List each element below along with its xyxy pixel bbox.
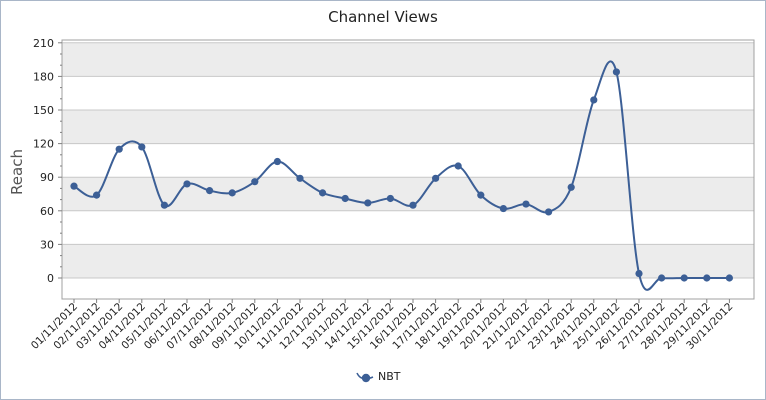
data-point[interactable]: [319, 189, 327, 197]
y-tick-label: 0: [47, 272, 54, 285]
data-point[interactable]: [251, 178, 259, 186]
grid-band: [62, 244, 754, 278]
data-point[interactable]: [341, 194, 349, 203]
data-point[interactable]: [386, 194, 394, 203]
data-point[interactable]: [680, 274, 688, 282]
plot-border: [61, 39, 755, 300]
data-point[interactable]: [93, 191, 101, 199]
data-point[interactable]: [273, 157, 281, 166]
data-point[interactable]: [364, 199, 372, 207]
y-tick-label: 150: [33, 104, 54, 117]
data-point[interactable]: [432, 174, 440, 182]
data-point[interactable]: [183, 180, 191, 188]
y-tick-label: 60: [40, 205, 54, 218]
y-tick-label: 90: [40, 171, 54, 184]
data-point[interactable]: [522, 200, 530, 208]
data-point[interactable]: [703, 274, 711, 282]
legend-marker-icon: [356, 372, 374, 382]
data-point[interactable]: [409, 201, 417, 209]
y-tick-label: 210: [33, 37, 54, 50]
legend[interactable]: NBT: [356, 370, 401, 383]
data-point[interactable]: [454, 162, 462, 170]
data-point[interactable]: [545, 208, 553, 216]
data-point[interactable]: [725, 274, 734, 282]
data-point[interactable]: [612, 68, 621, 76]
data-point[interactable]: [499, 204, 507, 213]
data-point[interactable]: [138, 143, 146, 151]
data-point[interactable]: [567, 183, 575, 191]
data-point[interactable]: [658, 274, 666, 282]
data-point[interactable]: [296, 174, 304, 182]
data-point[interactable]: [590, 96, 598, 104]
data-point[interactable]: [228, 189, 236, 197]
data-point[interactable]: [477, 191, 485, 199]
legend-label: NBT: [378, 370, 401, 383]
chart-title: Channel Views: [328, 8, 438, 26]
data-point[interactable]: [115, 145, 123, 153]
data-point[interactable]: [70, 182, 78, 190]
grid-band: [62, 110, 754, 144]
data-point[interactable]: [160, 201, 168, 209]
y-tick-label: 30: [40, 238, 54, 251]
y-tick-label: 180: [33, 70, 54, 83]
grid-band: [62, 42, 754, 77]
data-point[interactable]: [206, 187, 214, 195]
data-point[interactable]: [635, 269, 643, 278]
y-tick-label: 120: [33, 138, 54, 151]
